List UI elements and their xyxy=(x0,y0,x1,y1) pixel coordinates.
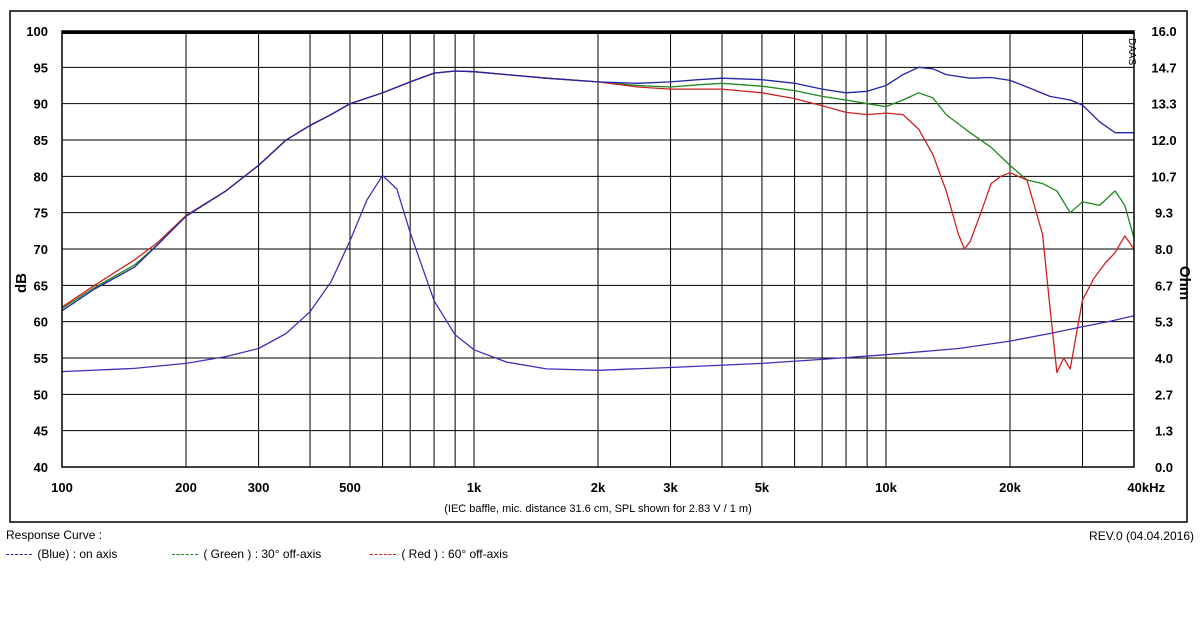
y2-tick-label: 6.7 xyxy=(1155,278,1173,293)
x-tick-label: 200 xyxy=(175,480,197,495)
y2-tick-label: 0.0 xyxy=(1155,460,1173,475)
on-axis-curve xyxy=(61,66,1134,312)
y2-tick-label: 14.7 xyxy=(1151,60,1176,75)
y2-tick-label: 8.0 xyxy=(1155,242,1173,257)
response-chart: 100 95 90 85 80 75 70 65 60 55 50 45 40 16.0 14.7 13.3 1… xyxy=(9,10,1193,523)
y-tick-label: 90 xyxy=(34,97,48,112)
y2-axis-label: Ohm xyxy=(1176,266,1193,300)
impedance-curve xyxy=(61,174,1135,373)
y-tick-label: 95 xyxy=(34,60,48,75)
y-tick-label: 80 xyxy=(34,169,48,184)
y2-tick-label: 13.3 xyxy=(1151,97,1176,112)
revision-label: REV.0 (04.04.2016) xyxy=(1089,529,1194,543)
y2-tick-label: 2.7 xyxy=(1155,387,1173,402)
y-tick-label: 85 xyxy=(34,133,48,148)
y-tick-label: 65 xyxy=(34,278,48,293)
y-tick-label: 70 xyxy=(34,242,48,257)
x-tick-label: 20k xyxy=(999,480,1021,495)
y2-tick-label: 5.3 xyxy=(1155,315,1173,330)
y2-tick-label: 12.0 xyxy=(1151,133,1176,148)
y2-tick-label: 4.0 xyxy=(1155,351,1173,366)
legend-label-red: ( Red ) : 60° off-axis xyxy=(401,547,508,561)
legend-swatch-red xyxy=(370,554,396,556)
y2-tick-label: 10.7 xyxy=(1151,169,1176,184)
y-tick-label: 75 xyxy=(34,206,48,221)
x-tick-label: 1k xyxy=(467,480,482,495)
watermark-text: DAAS xyxy=(1126,38,1137,66)
x-tick-label: 3k xyxy=(663,480,678,495)
x-tick-label: 10k xyxy=(875,480,897,495)
legend-swatch-blue xyxy=(6,554,32,556)
y-tick-label: 40 xyxy=(34,460,48,475)
y-tick-label: 60 xyxy=(34,315,48,330)
legend-swatch-green xyxy=(172,554,198,556)
x-tick-label: 40kHz xyxy=(1127,480,1165,495)
y-axis-label: dB xyxy=(13,273,30,293)
x-tick-label: 500 xyxy=(339,480,361,495)
legend-item-blue: (Blue) : on axis xyxy=(6,547,117,561)
y2-tick-label: 9.3 xyxy=(1155,206,1173,221)
legend-item-red: ( Red ) : 60° off-axis xyxy=(370,547,508,561)
x-tick-label: 100 xyxy=(51,480,73,495)
legend-label-green: ( Green ) : 30° off-axis xyxy=(203,547,322,561)
legend-label-blue: (Blue) : on axis xyxy=(37,547,118,561)
y-tick-label: 45 xyxy=(34,424,48,439)
chart-outer-frame xyxy=(9,10,1188,523)
y2-tick-label: 16.0 xyxy=(1151,24,1176,39)
legend-title: Response Curve : xyxy=(6,528,103,542)
x-tick-label: 300 xyxy=(248,480,270,495)
y-tick-label: 100 xyxy=(26,24,48,39)
legend-item-green: ( Green ) : 30° off-axis xyxy=(172,547,321,561)
y2-tick-label: 1.3 xyxy=(1155,424,1173,439)
chart-caption: (IEC baffle, mic. distance 31.6 cm, SPL … xyxy=(444,503,752,515)
y-tick-label: 55 xyxy=(34,351,48,366)
x-tick-label: 2k xyxy=(591,480,606,495)
x-tick-label: 5k xyxy=(755,480,770,495)
y-tick-label: 50 xyxy=(34,387,48,402)
